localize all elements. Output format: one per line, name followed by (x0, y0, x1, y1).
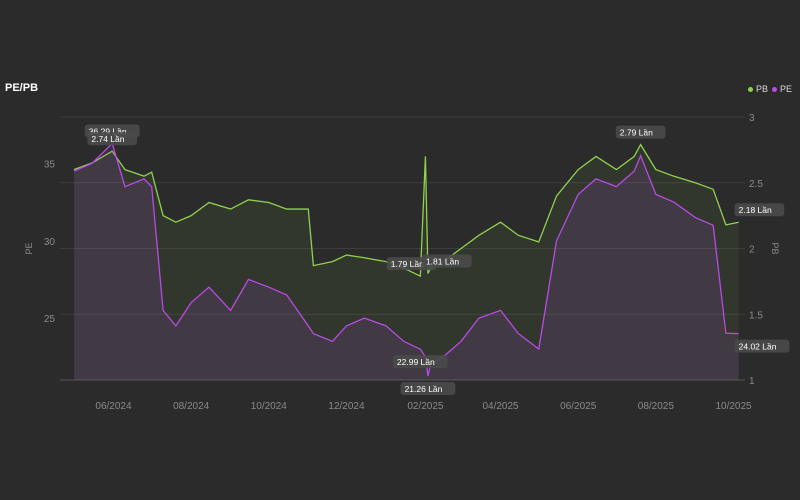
y-right-axis-title: PB (770, 242, 780, 254)
data-label-box (400, 381, 456, 395)
data-label-1: 2.74 Lần (87, 132, 138, 146)
data-label-text: 1.79 Lần (391, 259, 424, 269)
legend-pb-label: PB (755, 84, 768, 94)
legend-pb-dot (747, 86, 753, 92)
x-tick-label: 04/2025 (482, 401, 519, 412)
data-label-box (734, 203, 785, 217)
chart-title: PE/PB (5, 82, 39, 94)
legend-item-pb[interactable]: PB (747, 84, 768, 94)
data-label-text: 22.99 Lần (397, 357, 435, 367)
x-tick-label: 12/2024 (328, 401, 365, 412)
y-left-tick-label: 25 (44, 314, 56, 325)
data-label-4: 22.99 Lần (392, 355, 448, 369)
y-right-tick-label: 2 (749, 245, 755, 256)
y-right-tick-label: 3 (749, 113, 755, 124)
legend-item-pe[interactable]: PE (771, 84, 792, 94)
data-label-text: 2.18 Lần (739, 205, 772, 215)
series-line-pb (73, 143, 739, 278)
series-area-pe (74, 143, 739, 380)
series-area-pb (74, 144, 739, 380)
data-label-text: 36.29 Lần (89, 126, 127, 136)
y-left-axis-title: PE (24, 242, 34, 254)
y-right-tick-label: 1 (749, 376, 755, 387)
chart-legend: PB PE (747, 84, 792, 94)
data-label-5: 21.26 Lần (400, 381, 456, 395)
y-right-tick-label: 1.5 (749, 310, 763, 321)
y-left-tick-label: 35 (44, 159, 56, 170)
data-label-text: 24.02 Lần (739, 342, 777, 352)
data-label-box (734, 339, 790, 353)
data-label-6: 2.79 Lần (615, 125, 666, 139)
y-right-tick-label: 2.5 (749, 179, 763, 190)
x-tick-label: 10/2025 (715, 401, 752, 412)
legend-pe-label: PE (779, 84, 792, 94)
data-label-box (392, 355, 448, 369)
x-tick-label: 08/2024 (173, 401, 210, 412)
data-label-text: 2.79 Lần (620, 128, 653, 138)
data-label-8: 24.02 Lần (734, 339, 790, 353)
series-line-pe (73, 142, 739, 377)
x-tick-label: 02/2025 (407, 401, 444, 412)
y-left-tick-label: 30 (44, 237, 56, 248)
x-tick-label: 10/2024 (251, 401, 288, 412)
data-label-text: 21.26 Lần (405, 384, 443, 394)
data-label-box (615, 125, 666, 139)
data-label-box (421, 254, 472, 268)
data-label-7: 2.18 Lần (734, 203, 785, 217)
data-label-text: 1.81 Lần (426, 256, 459, 266)
data-label-text: 2.74 Lần (91, 134, 124, 144)
x-tick-label: 08/2025 (638, 401, 675, 412)
data-label-3: 1.81 Lần (421, 254, 472, 268)
x-tick-label: 06/2024 (95, 401, 132, 412)
data-label-box (87, 132, 138, 146)
x-tick-label: 06/2025 (560, 401, 597, 412)
legend-pe-dot (771, 86, 777, 92)
